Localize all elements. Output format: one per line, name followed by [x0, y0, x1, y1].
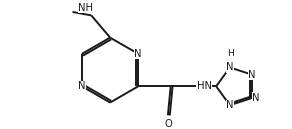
Text: H: H	[227, 49, 234, 58]
Text: N: N	[78, 81, 86, 91]
Text: N: N	[252, 93, 260, 103]
Text: O: O	[164, 119, 172, 129]
Text: N: N	[226, 100, 234, 110]
Text: NH: NH	[78, 3, 93, 13]
Text: HN: HN	[197, 81, 212, 91]
Text: N: N	[135, 49, 142, 59]
Text: N: N	[226, 62, 234, 72]
Text: N: N	[248, 70, 256, 80]
